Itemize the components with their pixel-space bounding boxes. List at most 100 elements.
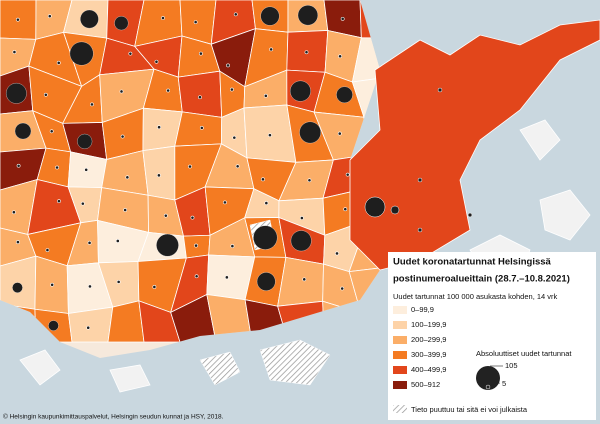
case-circle (49, 129, 54, 134)
legend-swatch (393, 405, 407, 413)
case-circle (16, 240, 20, 244)
legend-swatch (393, 336, 407, 344)
case-circle (56, 60, 61, 65)
case-circle (166, 88, 171, 93)
case-circle (390, 205, 400, 215)
case-circle (268, 133, 272, 138)
size-label: 105 (505, 361, 518, 370)
case-circle (80, 9, 99, 29)
case-circle (193, 20, 198, 24)
title: postinumeroalueittain (28.7.–10.8.2021) (393, 274, 570, 285)
case-circle (11, 210, 16, 215)
case-circle (194, 243, 198, 248)
legend-swatch (393, 381, 407, 389)
legend-label: 100–199,9 (411, 320, 446, 329)
case-circle (88, 284, 92, 289)
case-circle (90, 102, 94, 107)
legend-subtitle: Uudet tartunnat 100 000 asukasta kohden,… (393, 292, 558, 301)
case-circle (261, 177, 265, 182)
case-circle (156, 173, 161, 178)
case-circle (199, 125, 204, 130)
case-circle (233, 12, 238, 17)
case-circle (290, 230, 312, 252)
case-circle (235, 164, 240, 169)
district (351, 37, 380, 83)
case-circle (224, 275, 229, 280)
case-circle (307, 178, 312, 183)
case-circle (304, 50, 309, 55)
case-circle (120, 134, 125, 139)
district (277, 256, 324, 307)
case-circle (47, 14, 52, 19)
district (174, 111, 223, 147)
legend-label: 200–299,9 (411, 335, 446, 344)
case-circle (417, 177, 423, 183)
case-circle (188, 164, 192, 169)
case-circle (69, 41, 94, 66)
case-circle (467, 212, 473, 218)
case-circle (302, 277, 307, 282)
case-circle (337, 131, 342, 136)
case-circle (115, 239, 120, 243)
case-circles (6, 5, 473, 331)
case-circle (229, 87, 234, 92)
case-circle (14, 122, 32, 140)
legend-swatch (393, 306, 407, 314)
districts (0, 0, 380, 343)
title: Uudet koronatartunnat Helsingissä (393, 257, 552, 268)
case-circle (335, 251, 339, 256)
case-circle (289, 80, 311, 102)
case-circle (123, 208, 128, 212)
case-circle (50, 282, 55, 287)
case-circle (232, 135, 237, 140)
case-circle (230, 244, 235, 248)
case-circle (152, 285, 157, 289)
case-circle (269, 47, 274, 52)
case-circle (163, 213, 168, 218)
case-circle (114, 16, 129, 31)
case-circle (15, 17, 20, 22)
case-circle (119, 89, 124, 94)
case-circle (194, 274, 199, 279)
case-circle (157, 125, 161, 130)
legend-swatch (393, 351, 407, 359)
legend-swatch (393, 321, 407, 329)
case-circle (260, 6, 280, 26)
case-circle (156, 233, 179, 257)
case-circle (264, 201, 269, 205)
case-circle (16, 163, 21, 168)
case-circle (340, 286, 345, 291)
size-title: Absoluuttiset uudet tartunnat (476, 349, 572, 358)
case-circle (55, 165, 59, 170)
size-symbol (485, 384, 491, 390)
case-circle (43, 92, 48, 97)
case-circle (226, 63, 230, 68)
case-circle (253, 225, 278, 250)
case-circle (198, 95, 202, 100)
case-circle (343, 207, 348, 212)
case-circle (57, 199, 61, 204)
case-circle (45, 248, 50, 252)
case-circle (154, 59, 159, 64)
case-circle (345, 172, 350, 177)
legend-box (388, 252, 596, 420)
case-circle (299, 216, 304, 220)
legend-label: 500–912 (411, 380, 440, 389)
case-circle (198, 51, 203, 56)
case-circle (223, 200, 227, 205)
size-leader (489, 382, 501, 386)
case-circle (336, 86, 353, 104)
district (142, 145, 176, 201)
case-circle (12, 50, 17, 54)
size-label: 5 (502, 379, 506, 388)
case-circle (116, 279, 121, 284)
legend-label: 300–399,9 (411, 350, 446, 359)
case-circle (256, 272, 276, 291)
case-circle (338, 54, 342, 59)
district (177, 70, 223, 118)
case-circle (87, 240, 92, 245)
district (349, 19, 600, 271)
legend-label: Tieto puuttuu tai sitä ei voi julkaista (411, 405, 528, 414)
case-circle (77, 133, 93, 149)
